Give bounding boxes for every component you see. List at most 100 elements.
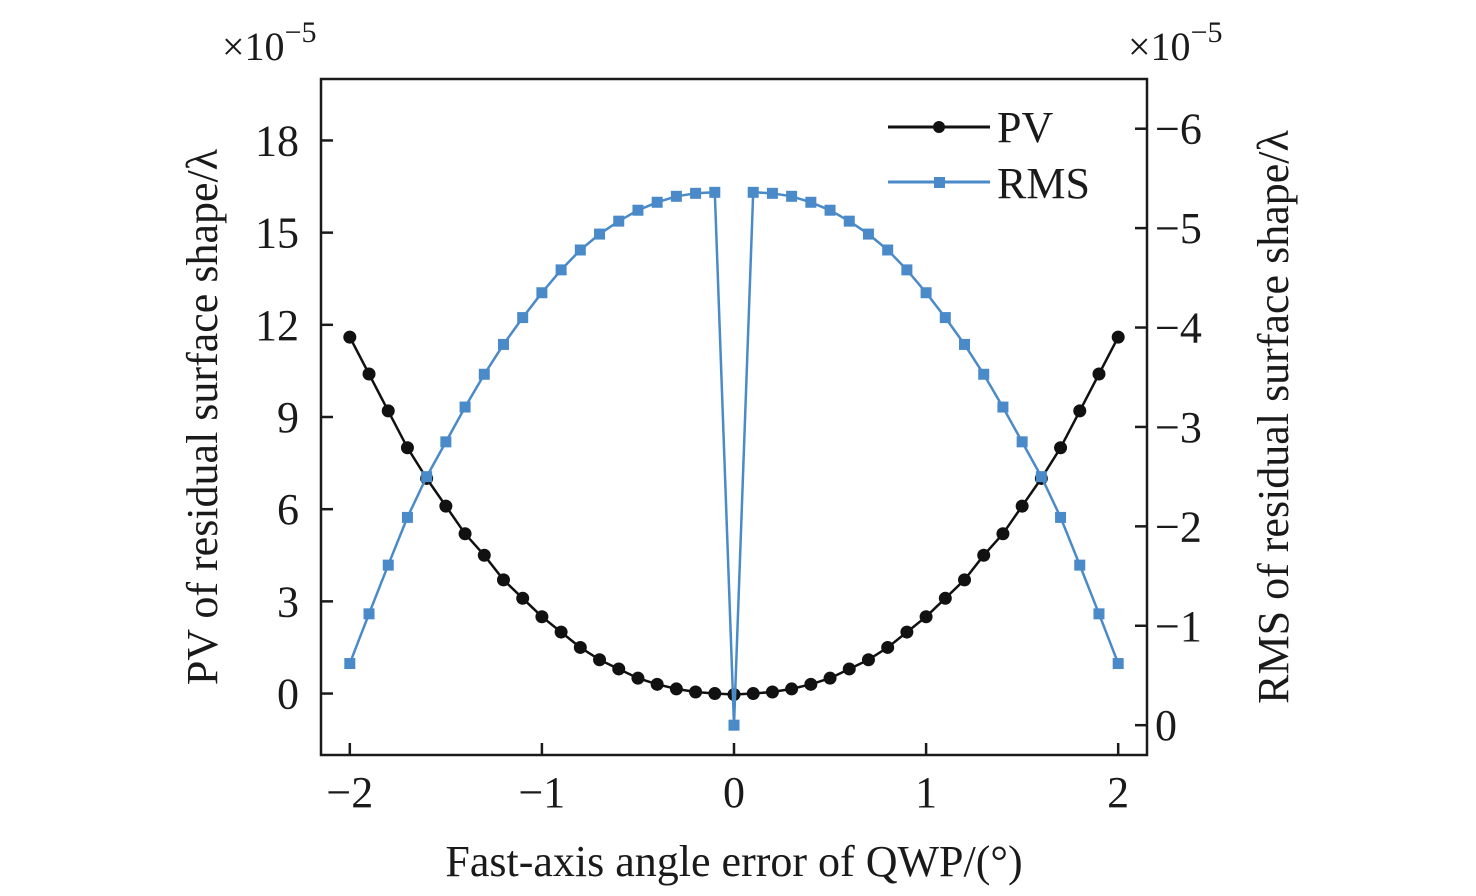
rms-point <box>344 658 356 670</box>
rms-point <box>536 287 548 299</box>
rms-point <box>363 608 375 620</box>
pv-point <box>496 573 510 587</box>
rms-point <box>1055 511 1067 523</box>
x-tick-label: −1 <box>518 768 565 817</box>
rms-point <box>421 471 433 483</box>
legend: PV RMS <box>888 103 1090 208</box>
pv-point <box>631 671 645 685</box>
rms-point <box>517 312 529 324</box>
rms-point <box>690 187 702 199</box>
rms-point <box>766 187 778 199</box>
rms-point <box>401 511 413 523</box>
rms-point <box>939 312 951 324</box>
legend-pv-label: PV <box>997 103 1053 152</box>
series-layer <box>343 186 1125 731</box>
rms-point <box>805 196 817 208</box>
pv-point <box>593 653 607 667</box>
pv-point <box>785 682 799 696</box>
pv-point <box>612 662 626 676</box>
pv-point <box>765 685 779 699</box>
left-y-tick-label: 12 <box>255 301 299 350</box>
pv-point <box>689 685 703 699</box>
rms-point <box>1112 658 1124 670</box>
rms-point <box>497 338 509 350</box>
legend-pv-marker <box>933 121 945 133</box>
pv-point <box>343 330 357 344</box>
rms-point <box>1074 559 1086 571</box>
pv-point <box>554 625 568 639</box>
pv-point <box>881 640 895 654</box>
legend-rms-label: RMS <box>997 159 1090 208</box>
pv-point <box>842 662 856 676</box>
x-tick-label: 0 <box>723 768 745 817</box>
pv-point <box>1054 441 1068 455</box>
rms-point <box>1035 471 1047 483</box>
left-y-tick-label: 9 <box>277 393 299 442</box>
pv-point <box>477 548 491 562</box>
rms-point <box>382 559 394 571</box>
rms-point <box>786 190 798 202</box>
pv-point <box>573 640 587 654</box>
rms-point <box>882 244 894 256</box>
right-exponent-sup: −5 <box>1191 16 1223 49</box>
pv-point <box>650 677 664 691</box>
pv-point <box>996 527 1010 541</box>
tick-marks <box>321 127 1147 755</box>
rms-point <box>478 368 490 380</box>
right-y-tick-label: −3 <box>1155 403 1202 452</box>
pv-point <box>804 677 818 691</box>
pv-point <box>1111 330 1125 344</box>
rms-point <box>555 264 567 276</box>
rms-point <box>651 196 663 208</box>
rms-point <box>1093 608 1105 620</box>
rms-point <box>709 186 721 198</box>
x-tick-label: −2 <box>326 768 373 817</box>
right-y-axis-title: RMS of residual surface shape/λ <box>1249 130 1298 704</box>
pv-series-line <box>348 336 1120 696</box>
pv-point <box>919 610 933 624</box>
left-y-tick-label: 6 <box>277 485 299 534</box>
x-axis-title: Fast-axis angle error of QWP/(°) <box>445 837 1022 886</box>
pv-point <box>669 682 683 696</box>
left-y-axis-title: PV of residual surface shape/λ <box>178 148 227 685</box>
rms-series-line <box>348 191 1120 727</box>
pv-point <box>977 548 991 562</box>
rms-point <box>440 436 452 448</box>
rms-point <box>574 244 586 256</box>
rms-point <box>459 401 471 413</box>
left-y-tick-label: 0 <box>277 670 299 719</box>
left-exponent-sup: −5 <box>285 16 317 49</box>
pv-point <box>708 687 722 701</box>
right-y-tick-label: −2 <box>1155 502 1202 551</box>
pv-point <box>1092 367 1106 381</box>
rms-point <box>978 368 990 380</box>
right-exponent-label: ×10−5 <box>1128 16 1222 69</box>
pv-point <box>362 367 376 381</box>
pv-point <box>823 671 837 685</box>
x-tick-label: 2 <box>1107 768 1129 817</box>
pv-point <box>900 625 914 639</box>
rms-point <box>613 215 625 227</box>
pv-point <box>1015 499 1029 513</box>
rms-point <box>920 287 932 299</box>
rms-point <box>632 204 644 216</box>
rms-point <box>901 264 913 276</box>
legend-rms-marker <box>934 177 945 188</box>
left-y-tick-label: 15 <box>255 209 299 258</box>
left-y-tick-label: 18 <box>255 116 299 165</box>
rms-point <box>670 190 682 202</box>
rms-point <box>824 204 836 216</box>
rms-point <box>728 719 740 731</box>
pv-point <box>439 499 453 513</box>
right-y-tick-label: −4 <box>1155 304 1202 353</box>
pv-point <box>958 573 972 587</box>
pv-point <box>400 441 414 455</box>
rms-point <box>862 228 874 240</box>
pv-point <box>1073 404 1087 418</box>
left-exponent-label: ×10−5 <box>222 16 316 69</box>
pv-point <box>516 591 530 605</box>
pv-point <box>535 610 549 624</box>
rms-point <box>1016 436 1028 448</box>
